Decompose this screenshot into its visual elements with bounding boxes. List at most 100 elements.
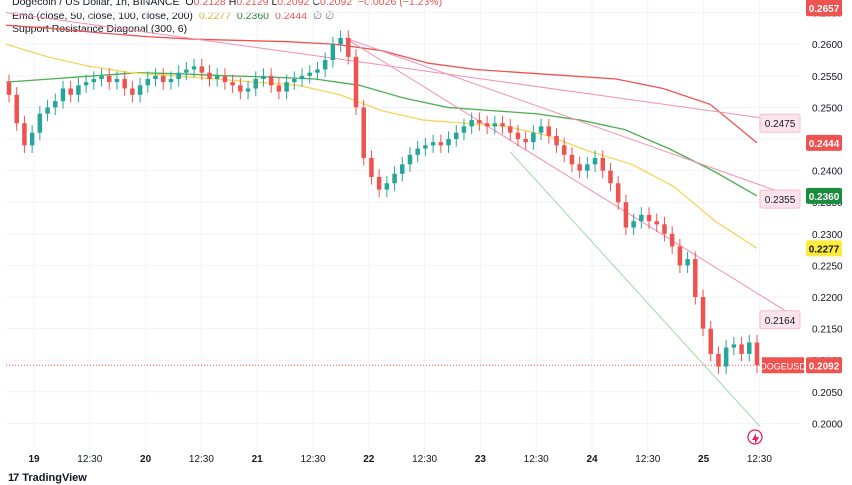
candle-body — [369, 157, 374, 177]
price-tag-text: 0.2277 — [809, 244, 840, 255]
candle-body — [546, 126, 552, 136]
candle-body — [747, 342, 752, 354]
resistance-line — [344, 37, 801, 200]
resistance-line — [344, 37, 801, 321]
price-tag-text: 0.2360 — [809, 192, 840, 203]
candle-body — [469, 120, 474, 127]
candle-body — [99, 75, 104, 79]
x-tick-label: 24 — [586, 454, 598, 465]
candle-body — [454, 132, 459, 140]
candle-body — [238, 85, 243, 92]
candle-body — [145, 78, 151, 86]
y-tick-label: 0.2250 — [812, 261, 843, 272]
candle-body — [106, 75, 112, 83]
candle-body — [361, 107, 366, 158]
candle-body — [207, 72, 212, 79]
candle-body — [569, 154, 575, 165]
resistance-line — [5, 12, 801, 124]
candle-body — [585, 164, 590, 171]
candle-body — [130, 88, 135, 95]
candle-body — [307, 72, 312, 76]
candle-body — [523, 139, 528, 143]
candle-body — [184, 69, 189, 73]
candle-body — [214, 75, 220, 79]
candle-body — [507, 126, 513, 133]
candle-body — [153, 75, 158, 79]
candle-body — [592, 157, 598, 165]
candle-body — [423, 145, 428, 149]
candle-body — [700, 297, 706, 329]
candle-body — [37, 113, 43, 133]
line-value-label: 0.2355 — [759, 189, 801, 209]
ema100-line — [5, 72, 758, 197]
x-tick-label: 19 — [28, 454, 40, 465]
x-tick-label: 20 — [140, 454, 152, 465]
candle-body — [315, 69, 320, 73]
candle-body — [284, 82, 289, 92]
y-tick-label: 0.2500 — [812, 103, 843, 114]
x-tick-label: 12:30 — [524, 454, 549, 465]
y-tick-label: 0.2150 — [812, 325, 843, 336]
symbol-title: Dogecoin / US Dollar, 1h, BINANCE — [12, 0, 180, 8]
y-tick-label: 0.2200 — [812, 293, 843, 304]
x-tick-label: 12:30 — [189, 454, 214, 465]
candle-body — [160, 75, 166, 83]
candle-body — [561, 145, 567, 155]
candle-body — [708, 328, 713, 354]
line-value-text: 0.2355 — [765, 195, 796, 206]
candle-body — [492, 123, 498, 127]
price-tag: 0.2360 — [806, 187, 842, 204]
candle-body — [723, 347, 729, 367]
tradingview-logo-icon: 17 — [8, 472, 19, 484]
candle-body — [191, 66, 197, 70]
candle-body — [91, 78, 97, 83]
replay-icon — [747, 429, 763, 445]
change-value: −0.0026 (−1.23%) — [358, 0, 443, 8]
candle-body — [500, 123, 505, 127]
candle-body — [693, 259, 698, 298]
ema200-line — [5, 24, 758, 144]
tradingview-brand[interactable]: 17 TradingView — [8, 472, 87, 484]
price-tag: 0.2277 — [806, 240, 842, 257]
x-tick-label: 25 — [698, 454, 710, 465]
price-tag-text: 0.2092 — [809, 361, 840, 372]
candle-body — [716, 353, 721, 367]
support-line — [509, 151, 761, 427]
candle-body — [608, 170, 613, 184]
candle-body — [554, 135, 559, 146]
candle-body — [261, 75, 266, 79]
line-value-text: 0.2475 — [765, 119, 796, 130]
candle-body — [400, 164, 405, 174]
candle-body — [53, 101, 58, 108]
candle-body — [60, 88, 66, 102]
candle-body — [22, 123, 27, 146]
brand-label: TradingView — [22, 472, 87, 484]
price-tag: 0.2657 — [806, 0, 842, 17]
candle-body — [222, 75, 228, 83]
price-chart[interactable]: 0.20000.20500.21000.21500.22000.22500.23… — [0, 0, 852, 470]
candle-body — [292, 78, 297, 83]
candle-body — [430, 142, 436, 146]
y-tick-label: 0.2550 — [812, 72, 843, 83]
x-tick-label: 12:30 — [635, 454, 660, 465]
candle-body — [531, 132, 536, 143]
candle-body — [654, 221, 660, 225]
candle-body — [6, 82, 12, 95]
candle-body — [384, 183, 390, 190]
candle-body — [407, 154, 413, 165]
ema50-line — [5, 43, 758, 249]
candle-body — [669, 233, 675, 247]
candle-body — [600, 157, 606, 171]
price-tag: DOGEUSD 0.2092 — [760, 357, 842, 374]
price-tag: 0.2444 — [806, 134, 842, 151]
y-tick-label: 0.2400 — [812, 167, 843, 178]
candle-body — [731, 344, 737, 348]
candle-body — [83, 82, 89, 86]
ohlc-item: L0.2092 — [271, 0, 310, 8]
ohlc-item: C0.2092 — [312, 0, 353, 8]
candle-body — [477, 120, 482, 124]
candle-body — [646, 214, 652, 222]
candle-body — [230, 82, 235, 86]
x-tick-label: 22 — [363, 454, 375, 465]
x-tick-label: 21 — [252, 454, 264, 465]
